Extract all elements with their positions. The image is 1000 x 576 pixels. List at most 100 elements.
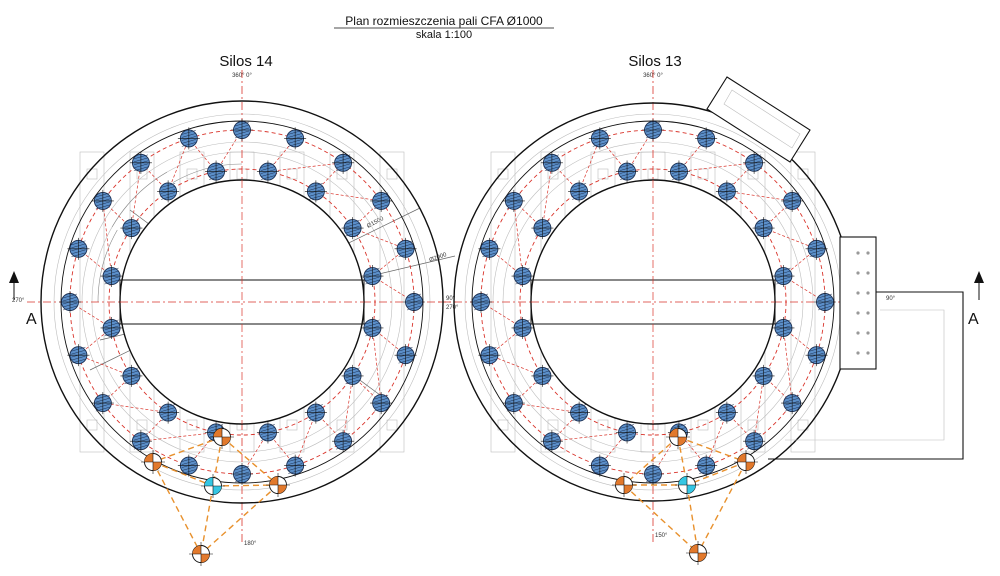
s14-faint-box-bot-2 <box>186 419 198 431</box>
s13-annex-top-inner <box>723 89 801 149</box>
s14-pile-outer-7 <box>370 392 393 415</box>
s14-pile-inner-5 <box>341 364 364 387</box>
s14-pile-outer-10 <box>231 463 253 485</box>
s13-faint-box-bot-6 <box>797 419 809 431</box>
s14-angle-arc-2 <box>172 163 243 183</box>
s13-pile-link <box>726 191 793 202</box>
s13-pile-outer-7 <box>781 392 804 415</box>
s14-faint-box-bot-5 <box>336 419 348 431</box>
s13-pile-inner-6 <box>715 401 738 424</box>
new-pile-link-1-5 <box>686 484 699 554</box>
s13-pile-outer-2 <box>743 151 766 174</box>
s14-pile-outer-2 <box>332 151 355 174</box>
s14-pile-inner-3 <box>361 265 384 288</box>
s13-new-pile-1-quarter-b <box>746 462 755 471</box>
s13-pile-inner-3 <box>772 265 795 288</box>
s13-new-pile-1-quarter-a <box>737 453 746 462</box>
s14-pile-link <box>78 354 132 377</box>
s14-pile-link <box>131 162 142 229</box>
s13-annex-side-dot <box>866 291 870 295</box>
s14-pile-outer-13 <box>91 392 114 415</box>
s14-new-pile-0 <box>210 425 234 449</box>
s13-pile-inner-11 <box>511 316 534 339</box>
s14-pile-link <box>167 138 190 192</box>
s14-pile-link <box>315 191 382 202</box>
s14-pile-inner-15 <box>205 160 228 183</box>
silo-walls-layer <box>40 100 853 504</box>
s13-pile-outer-8 <box>743 430 766 453</box>
s13-faint-box-bot-1 <box>547 419 559 431</box>
s13-pile-link <box>513 402 580 413</box>
s13-pile-inner-1 <box>715 180 738 203</box>
s13-pile-inner-5 <box>752 364 775 387</box>
silo-14-angle-right: 90° <box>446 296 456 302</box>
s13-pile-outer-3 <box>781 189 804 212</box>
s13-new-pile-3-quarter-b <box>624 485 633 494</box>
s13-pile-link <box>763 227 817 250</box>
s13-pile-outer-10 <box>642 463 664 485</box>
s14-pile-outer-14 <box>67 344 90 367</box>
s14-new-pile-1-quarter-a <box>144 453 153 462</box>
s14-pile-outer-5 <box>403 291 425 313</box>
s14-pile-outer-12 <box>129 430 152 453</box>
s13-pile-link <box>783 327 793 404</box>
s14-new-pile-2 <box>201 474 225 498</box>
s13-pile-inner-9 <box>568 401 591 424</box>
s14-pile-outer-9 <box>284 454 307 477</box>
s14-faint-box-bot-6 <box>386 419 398 431</box>
s14-faint-box-bot-1 <box>136 419 148 431</box>
s13-faint-box-top-6 <box>797 168 809 180</box>
s14-faint-box-top-0 <box>86 168 98 180</box>
s13-pile-inner-12 <box>511 265 534 288</box>
s14-new-pile-1 <box>141 450 165 474</box>
s14-pile-outer-19 <box>177 127 200 150</box>
s14-pile-link <box>102 200 112 277</box>
s14-pile-outer-15 <box>59 291 81 313</box>
s13-new-pile-4-quarter-b <box>698 553 707 562</box>
s13-pile-link <box>753 375 764 442</box>
s14-pile-outer-17 <box>91 189 114 212</box>
s13-annex-top <box>706 76 811 163</box>
silo-14-angle-right-inner: 270° <box>446 305 459 311</box>
new-pile-link-0-7 <box>200 484 279 555</box>
s13-faint-box-top-4 <box>697 168 709 180</box>
s13-new-pile-0-quarter-a <box>669 428 678 437</box>
s13-annex-side-dot <box>856 311 860 315</box>
s14-new-pile-1-quarter-b <box>153 462 162 471</box>
s14-pile-outer-8 <box>332 430 355 453</box>
s14-pile-inner-4 <box>361 316 384 339</box>
s14-pile-outer-1 <box>284 127 307 150</box>
s13-pile-inner-2 <box>752 217 775 240</box>
silo-14-angle-left: 270° <box>12 298 25 304</box>
s14-new-pile-0-quarter-b <box>222 437 231 446</box>
s13-pile-outer-12 <box>540 430 563 453</box>
s14-pile-inner-13 <box>120 217 143 240</box>
s13-faint-box-bot-0 <box>497 419 509 431</box>
s13-pile-inner-14 <box>568 180 591 203</box>
s14-pile-inner-10 <box>120 364 143 387</box>
s13-pile-link <box>705 412 728 466</box>
s13-pile-outer-9 <box>695 454 718 477</box>
s13-pile-outer-18 <box>540 151 563 174</box>
s14-pile-inner-0 <box>256 160 279 183</box>
s13-annex-large-inner <box>785 309 945 441</box>
annex-structures-layer <box>706 76 964 460</box>
silo-14-angle-bottom: 180° <box>244 541 257 547</box>
piles-layer <box>59 119 836 566</box>
s14-faint-box-top-6 <box>386 168 398 180</box>
new-pile-link-0-2 <box>221 436 279 486</box>
s13-annex-side-dot <box>866 311 870 315</box>
s14-pile-link <box>294 412 317 466</box>
s13-annex-side-dot <box>856 251 860 255</box>
s14-pile-outer-16 <box>67 237 90 260</box>
s13-new-pile-3 <box>612 473 636 497</box>
new-pile-link-0-0 <box>152 436 223 463</box>
s14-pile-inner-1 <box>304 180 327 203</box>
s13-pile-outer-13 <box>502 392 525 415</box>
s14-pile-link <box>102 402 169 413</box>
s14-pile-outer-18 <box>129 151 152 174</box>
s14-new-pile-4 <box>189 542 213 566</box>
s14-pile-link <box>140 432 217 442</box>
silo-13-label: Silos 13 <box>628 53 681 70</box>
